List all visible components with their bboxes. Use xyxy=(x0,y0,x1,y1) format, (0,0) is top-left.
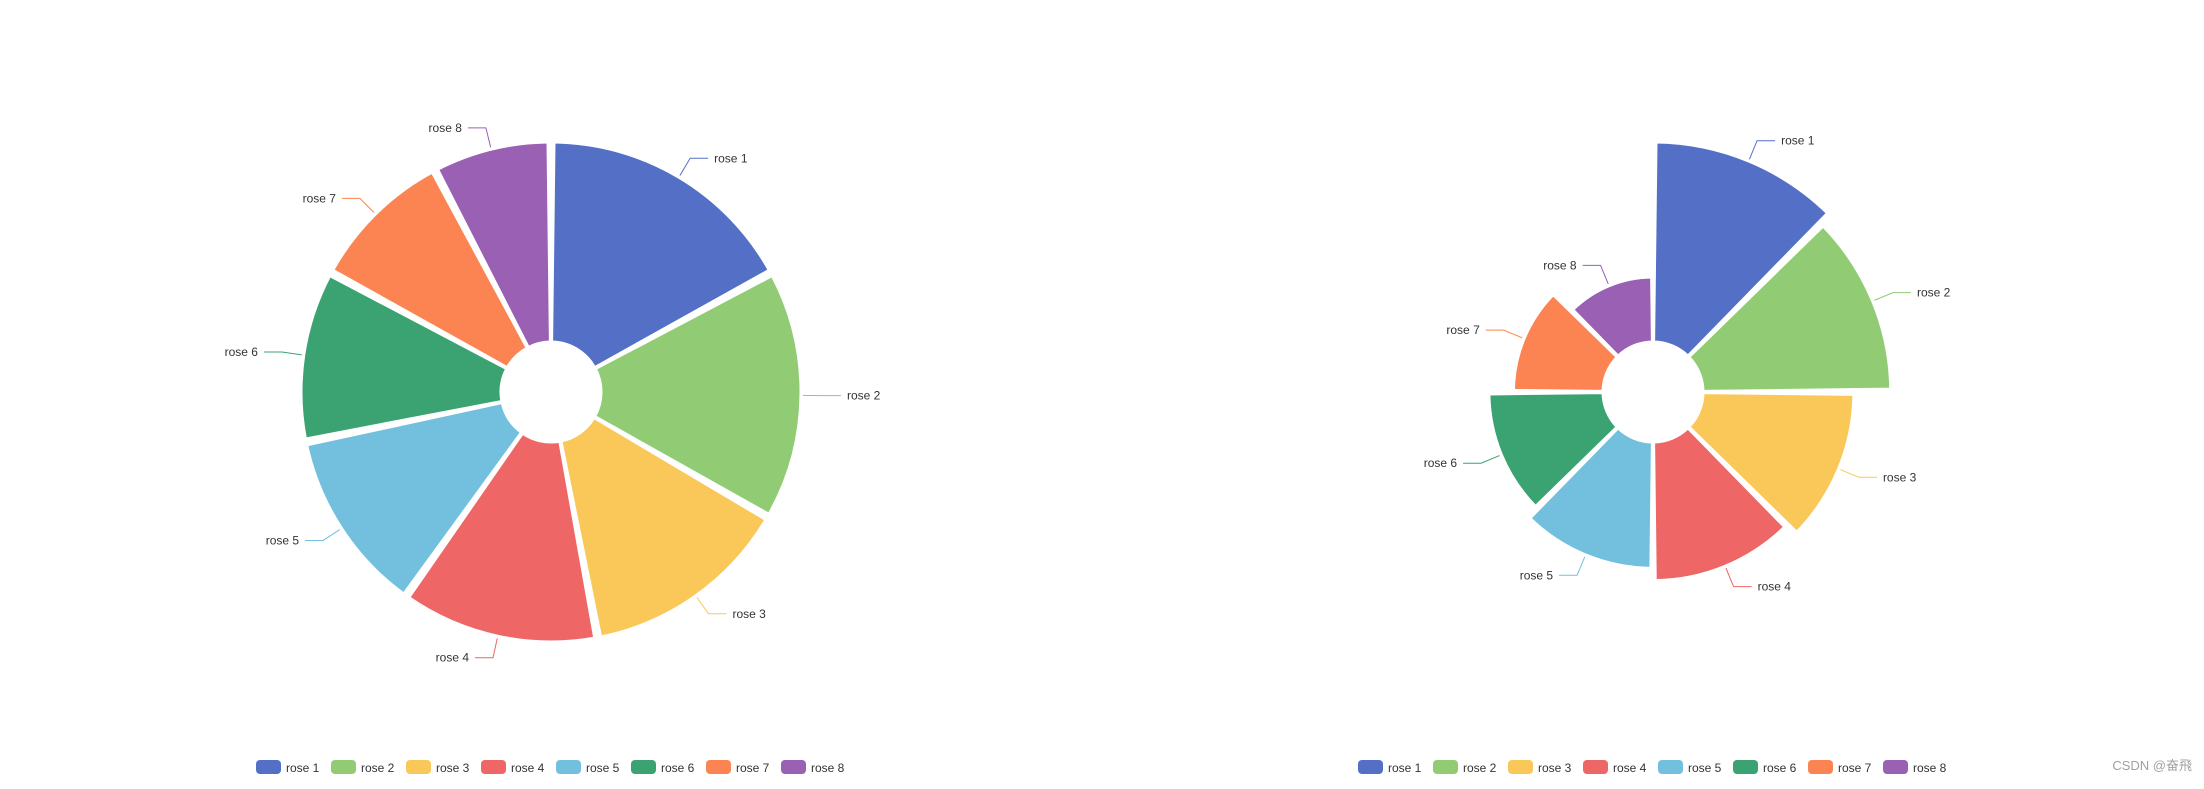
label-leader-line xyxy=(1749,141,1775,159)
legend-label: rose 7 xyxy=(1838,761,1872,775)
legend-swatch xyxy=(781,760,806,774)
legend-label: rose 2 xyxy=(361,761,395,775)
legend-item[interactable]: rose 6 xyxy=(1733,760,1797,775)
legend-label: rose 2 xyxy=(1463,761,1497,775)
legend-swatch xyxy=(331,760,356,774)
legend-item[interactable]: rose 3 xyxy=(1508,760,1572,775)
slice-label: rose 2 xyxy=(1917,286,1951,300)
legend-item[interactable]: rose 7 xyxy=(1808,760,1872,775)
legend-swatch xyxy=(1658,760,1683,774)
watermark: CSDN @奋飛 xyxy=(2112,755,2192,774)
slice-label: rose 1 xyxy=(714,151,748,165)
rose-chart-1: rose 1 rose 2 rose 3 rose 4 rose 5 rose 6 rose… xyxy=(225,121,881,775)
legend-swatch xyxy=(1358,760,1383,774)
legend-swatch xyxy=(1433,760,1458,774)
legend-swatch xyxy=(556,760,581,774)
legend-item[interactable]: rose 6 xyxy=(631,760,695,775)
slice-label: rose 6 xyxy=(1424,456,1458,470)
legend-item[interactable]: rose 5 xyxy=(1658,760,1722,775)
legend-label: rose 1 xyxy=(286,761,320,775)
label-leader-line xyxy=(1840,470,1876,478)
slice-label: rose 3 xyxy=(1883,470,1917,484)
slice-label: rose 4 xyxy=(436,651,470,665)
legend-label: rose 3 xyxy=(436,761,470,775)
legend-swatch xyxy=(1733,760,1758,774)
legend-label: rose 5 xyxy=(586,761,620,775)
slice-label: rose 6 xyxy=(225,345,259,359)
legend-label: rose 3 xyxy=(1538,761,1572,775)
legend-item[interactable]: rose 5 xyxy=(556,760,620,775)
legend: rose 1 rose 2 rose 3 rose 4 rose 5 rose 6 rose… xyxy=(256,760,845,775)
legend-label: rose 8 xyxy=(1913,761,1947,775)
legend-label: rose 4 xyxy=(511,761,545,775)
legend-swatch xyxy=(406,760,431,774)
slice-label: rose 7 xyxy=(1446,323,1480,337)
legend-label: rose 8 xyxy=(811,761,845,775)
label-leader-line xyxy=(342,198,374,212)
legend-swatch xyxy=(1883,760,1908,774)
legend-swatch xyxy=(1583,760,1608,774)
legend-label: rose 4 xyxy=(1613,761,1647,775)
label-leader-line xyxy=(264,352,302,355)
label-leader-line xyxy=(305,530,340,541)
legend-label: rose 6 xyxy=(1763,761,1797,775)
legend-item[interactable]: rose 3 xyxy=(406,760,470,775)
rose-chart-2: rose 1 rose 2 rose 3 rose 4 rose 5 rose 6 rose… xyxy=(1358,134,1951,775)
slice-label: rose 5 xyxy=(266,533,300,547)
label-leader-line xyxy=(1486,330,1522,338)
label-leader-line xyxy=(680,158,708,175)
slice-label: rose 4 xyxy=(1758,580,1792,594)
label-leader-line xyxy=(475,638,497,658)
legend-swatch xyxy=(706,760,731,774)
legend-label: rose 6 xyxy=(661,761,695,775)
slice-label: rose 1 xyxy=(1781,134,1815,148)
slice-label: rose 8 xyxy=(1543,258,1577,272)
legend-item[interactable]: rose 2 xyxy=(331,760,395,775)
slice-label: rose 8 xyxy=(429,121,463,135)
legend-swatch xyxy=(1508,760,1533,774)
legend-item[interactable]: rose 4 xyxy=(1583,760,1647,775)
label-leader-line xyxy=(697,597,727,613)
legend-item[interactable]: rose 1 xyxy=(256,760,320,775)
legend-swatch xyxy=(481,760,506,774)
legend-item[interactable]: rose 8 xyxy=(1883,760,1947,775)
slice-label: rose 2 xyxy=(847,389,881,403)
legend: rose 1 rose 2 rose 3 rose 4 rose 5 rose 6 rose… xyxy=(1358,760,1947,775)
legend-item[interactable]: rose 2 xyxy=(1433,760,1497,775)
label-leader-line xyxy=(1583,265,1609,283)
legend-label: rose 7 xyxy=(736,761,770,775)
legend-label: rose 5 xyxy=(1688,761,1722,775)
legend-label: rose 1 xyxy=(1388,761,1422,775)
legend-swatch xyxy=(631,760,656,774)
label-leader-line xyxy=(1463,456,1499,464)
legend-swatch xyxy=(256,760,281,774)
slice-label: rose 7 xyxy=(303,191,337,205)
label-leader-line xyxy=(1874,293,1910,301)
label-leader-line xyxy=(468,128,491,147)
label-leader-line xyxy=(1559,557,1585,575)
legend-item[interactable]: rose 4 xyxy=(481,760,545,775)
label-leader-line xyxy=(1726,568,1752,586)
slice-label: rose 3 xyxy=(733,607,767,621)
legend-item[interactable]: rose 8 xyxy=(781,760,845,775)
legend-item[interactable]: rose 7 xyxy=(706,760,770,775)
legend-swatch xyxy=(1808,760,1833,774)
slice-label: rose 5 xyxy=(1520,568,1554,582)
legend-item[interactable]: rose 1 xyxy=(1358,760,1422,775)
